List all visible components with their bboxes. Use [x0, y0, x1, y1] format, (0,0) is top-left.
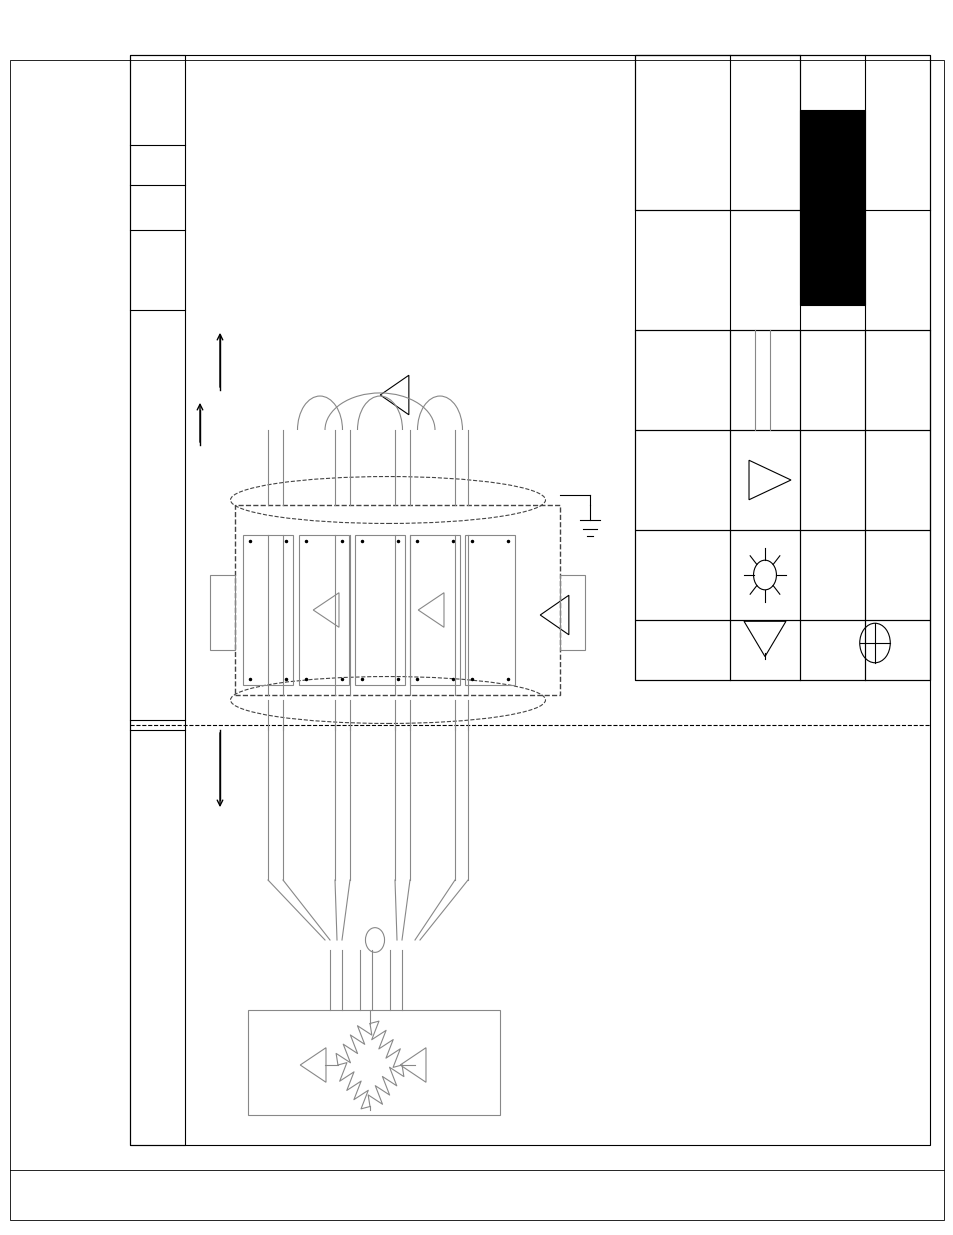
- Bar: [559, 576, 584, 650]
- Bar: [243, 535, 293, 685]
- Bar: [635, 620, 929, 680]
- Bar: [210, 576, 234, 650]
- Bar: [298, 535, 349, 685]
- Bar: [410, 535, 459, 685]
- Bar: [130, 56, 185, 1145]
- Bar: [635, 330, 929, 430]
- Bar: [635, 430, 929, 530]
- Bar: [635, 56, 929, 680]
- Bar: [800, 110, 864, 305]
- Bar: [234, 505, 559, 695]
- Bar: [130, 56, 929, 1145]
- Bar: [635, 56, 800, 210]
- Bar: [464, 535, 515, 685]
- Bar: [248, 1010, 499, 1115]
- Bar: [355, 535, 405, 685]
- Bar: [635, 530, 929, 620]
